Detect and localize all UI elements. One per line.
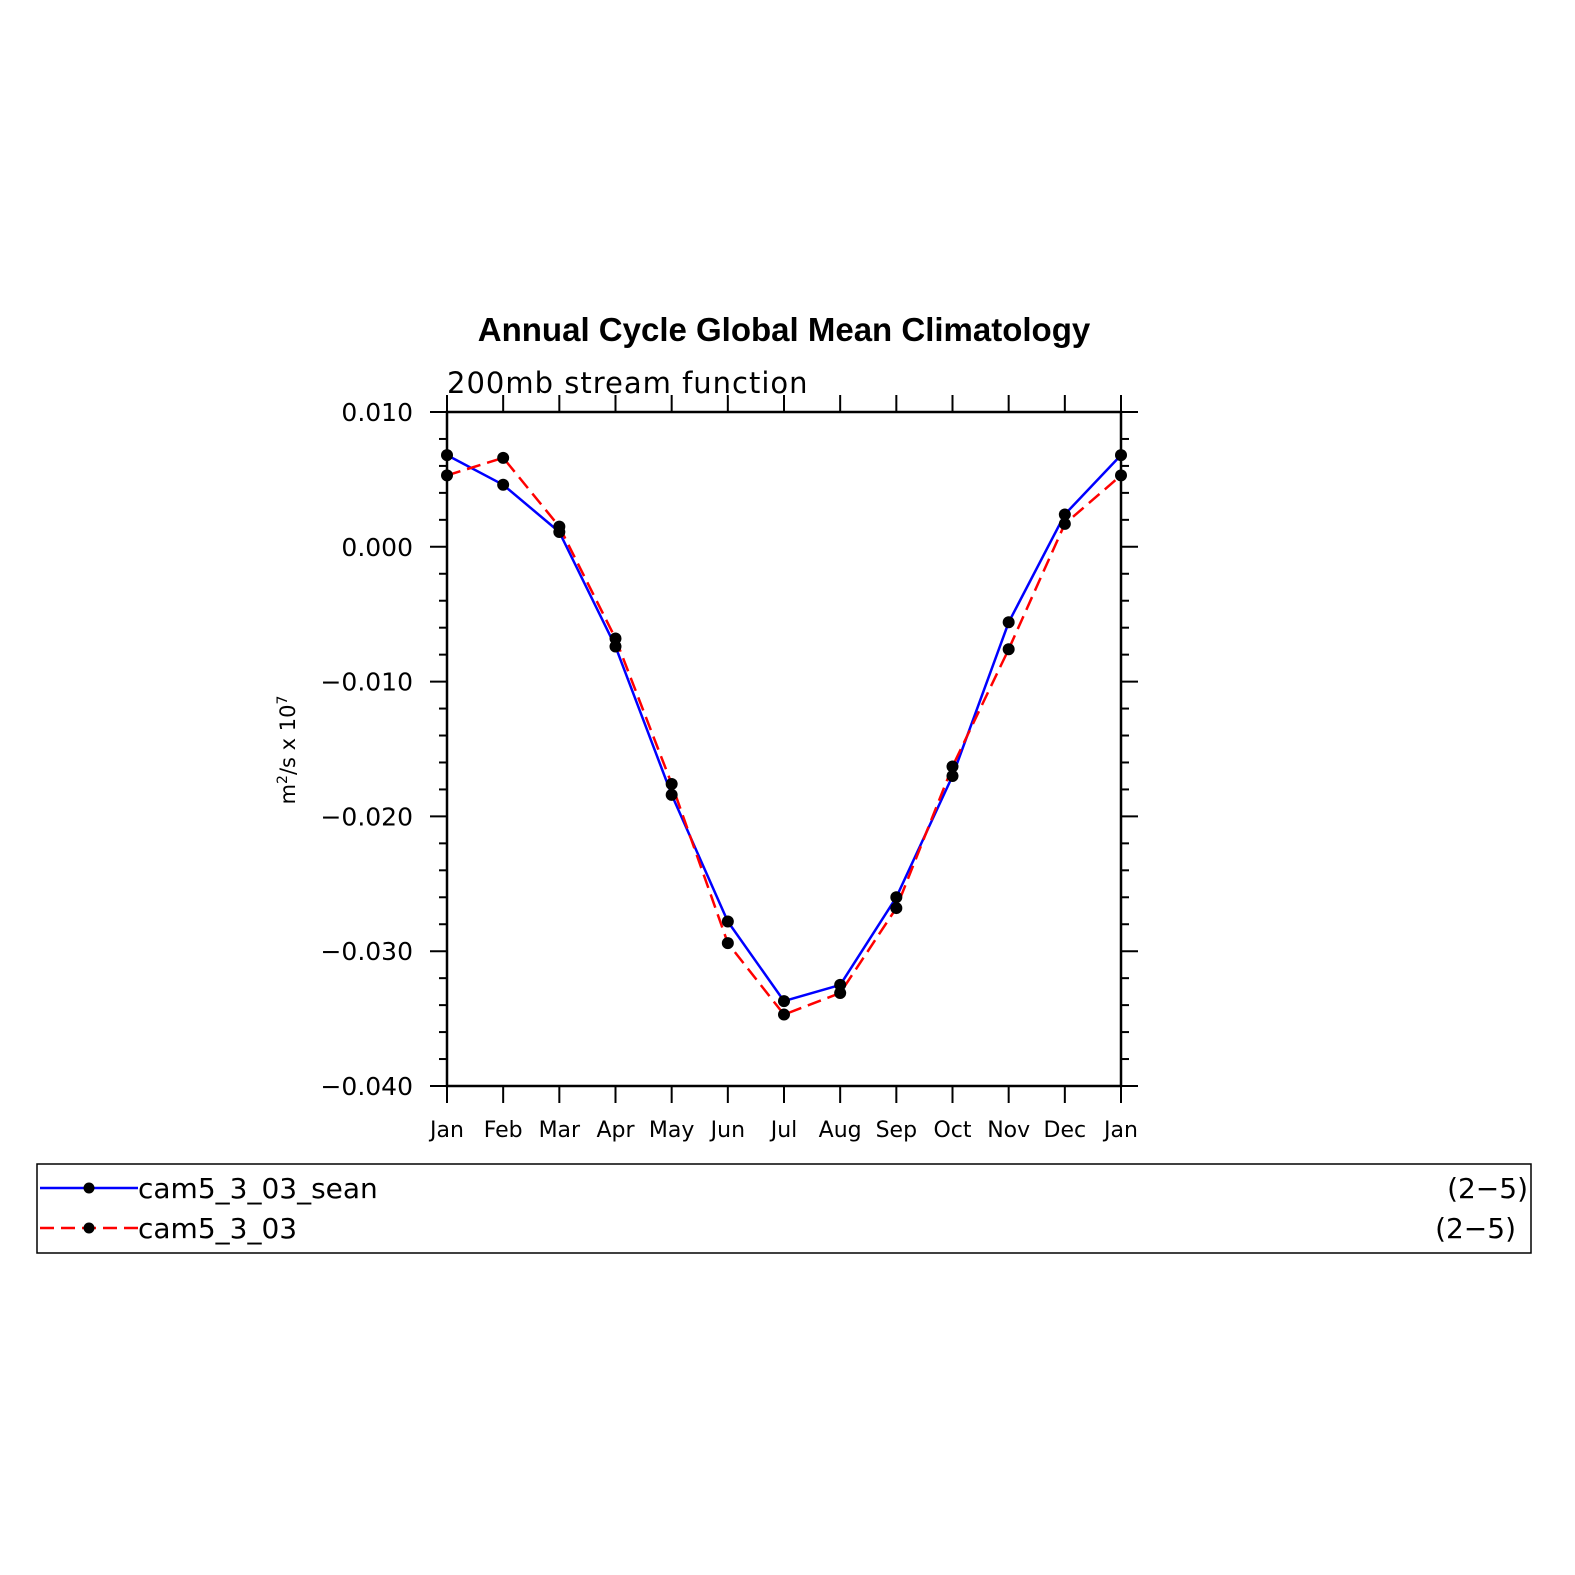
chart-subtitle: 200mb stream function: [447, 366, 809, 400]
series: [441, 449, 1127, 1021]
data-point-cam5-3-03: [609, 632, 622, 645]
y-tick-label: −0.010: [320, 668, 413, 697]
data-point-cam5-3-03: [721, 937, 734, 950]
data-point-cam5-3-03-sean: [1002, 616, 1015, 629]
data-point-cam5-3-03-sean: [497, 478, 510, 491]
data-point-cam5-3-03-sean: [1058, 508, 1071, 521]
y-tick-label: −0.020: [320, 802, 413, 831]
data-point-cam5-3-03: [665, 778, 678, 791]
x-tick-label: May: [649, 1118, 694, 1143]
series-line-cam5-3-03-sean: [446, 453, 1122, 1003]
x-tick-label: Feb: [484, 1118, 523, 1143]
data-point-cam5-3-03: [497, 451, 510, 464]
data-point-cam5-3-03-sean: [946, 769, 959, 782]
x-tick-label: Jun: [709, 1118, 745, 1143]
y-axis-label: m2/s x 107: [275, 696, 300, 805]
y-axis-label-sup1: 2: [275, 775, 291, 784]
y-axis-label-sup2: 7: [275, 696, 291, 705]
y-tick-label: 0.000: [341, 533, 413, 562]
legend-label-cam5-3-03: cam5_3_03: [138, 1212, 297, 1245]
data-point-cam5-3-03: [834, 986, 847, 999]
x-tick-label: Jul: [769, 1118, 798, 1143]
data-point-cam5-3-03: [1058, 517, 1071, 530]
y-tick-label: 0.010: [341, 398, 413, 427]
data-point-cam5-3-03-sean: [665, 788, 678, 801]
y-axis-label-mid: /s x 10: [276, 705, 300, 776]
y-tick-label: −0.040: [320, 1072, 413, 1101]
legend-marker-cam5-3-03: [83, 1222, 95, 1234]
x-tick-label: Sep: [876, 1118, 917, 1143]
x-tick-label: Mar: [539, 1118, 581, 1143]
x-tick-label: Oct: [933, 1118, 971, 1143]
data-point-cam5-3-03-sean: [1115, 449, 1127, 462]
data-point-cam5-3-03-sean: [441, 449, 453, 462]
data-point-cam5-3-03: [778, 1008, 790, 1021]
series-line-cam5-3-03: [446, 456, 1122, 1016]
y-tick-label: −0.030: [320, 937, 413, 966]
legend-marker-cam5-3-03-sean: [83, 1182, 95, 1194]
data-point-cam5-3-03-sean: [721, 915, 734, 928]
data-point-cam5-3-03: [1115, 469, 1127, 482]
data-point-cam5-3-03: [890, 902, 903, 915]
legend-box: [36, 1163, 1532, 1254]
x-tick-label: Dec: [1044, 1118, 1087, 1143]
data-point-cam5-3-03: [1002, 643, 1015, 656]
legend: cam5_3_03_sean (2−5) cam5_3_03 (2−5): [36, 1163, 1532, 1254]
data-point-cam5-3-03: [946, 760, 959, 773]
x-tick-label: Aug: [819, 1118, 862, 1143]
data-point-cam5-3-03-sean: [778, 995, 790, 1008]
axes: 0.010 0.000 −0.010 −0.020 −0.030 −0.040 Jan Feb…: [320, 395, 1138, 1143]
legend-range-cam5-3-03: (2−5): [1435, 1212, 1516, 1245]
chart-title: Annual Cycle Global Mean Climatology: [478, 311, 1091, 348]
data-point-cam5-3-03: [553, 520, 566, 533]
x-tick-label: Nov: [987, 1118, 1030, 1143]
data-point-cam5-3-03-sean: [890, 891, 903, 904]
x-tick-label: Apr: [596, 1118, 635, 1143]
legend-label-cam5-3-03-sean: cam5_3_03_sean: [138, 1172, 378, 1205]
legend-range-cam5-3-03-sean: (2−5): [1447, 1172, 1528, 1205]
x-tick-label: Jan: [428, 1118, 464, 1143]
y-axis-label-base: m: [276, 784, 300, 804]
x-tick-label: Jan: [1102, 1118, 1138, 1143]
data-point-cam5-3-03: [441, 469, 453, 482]
